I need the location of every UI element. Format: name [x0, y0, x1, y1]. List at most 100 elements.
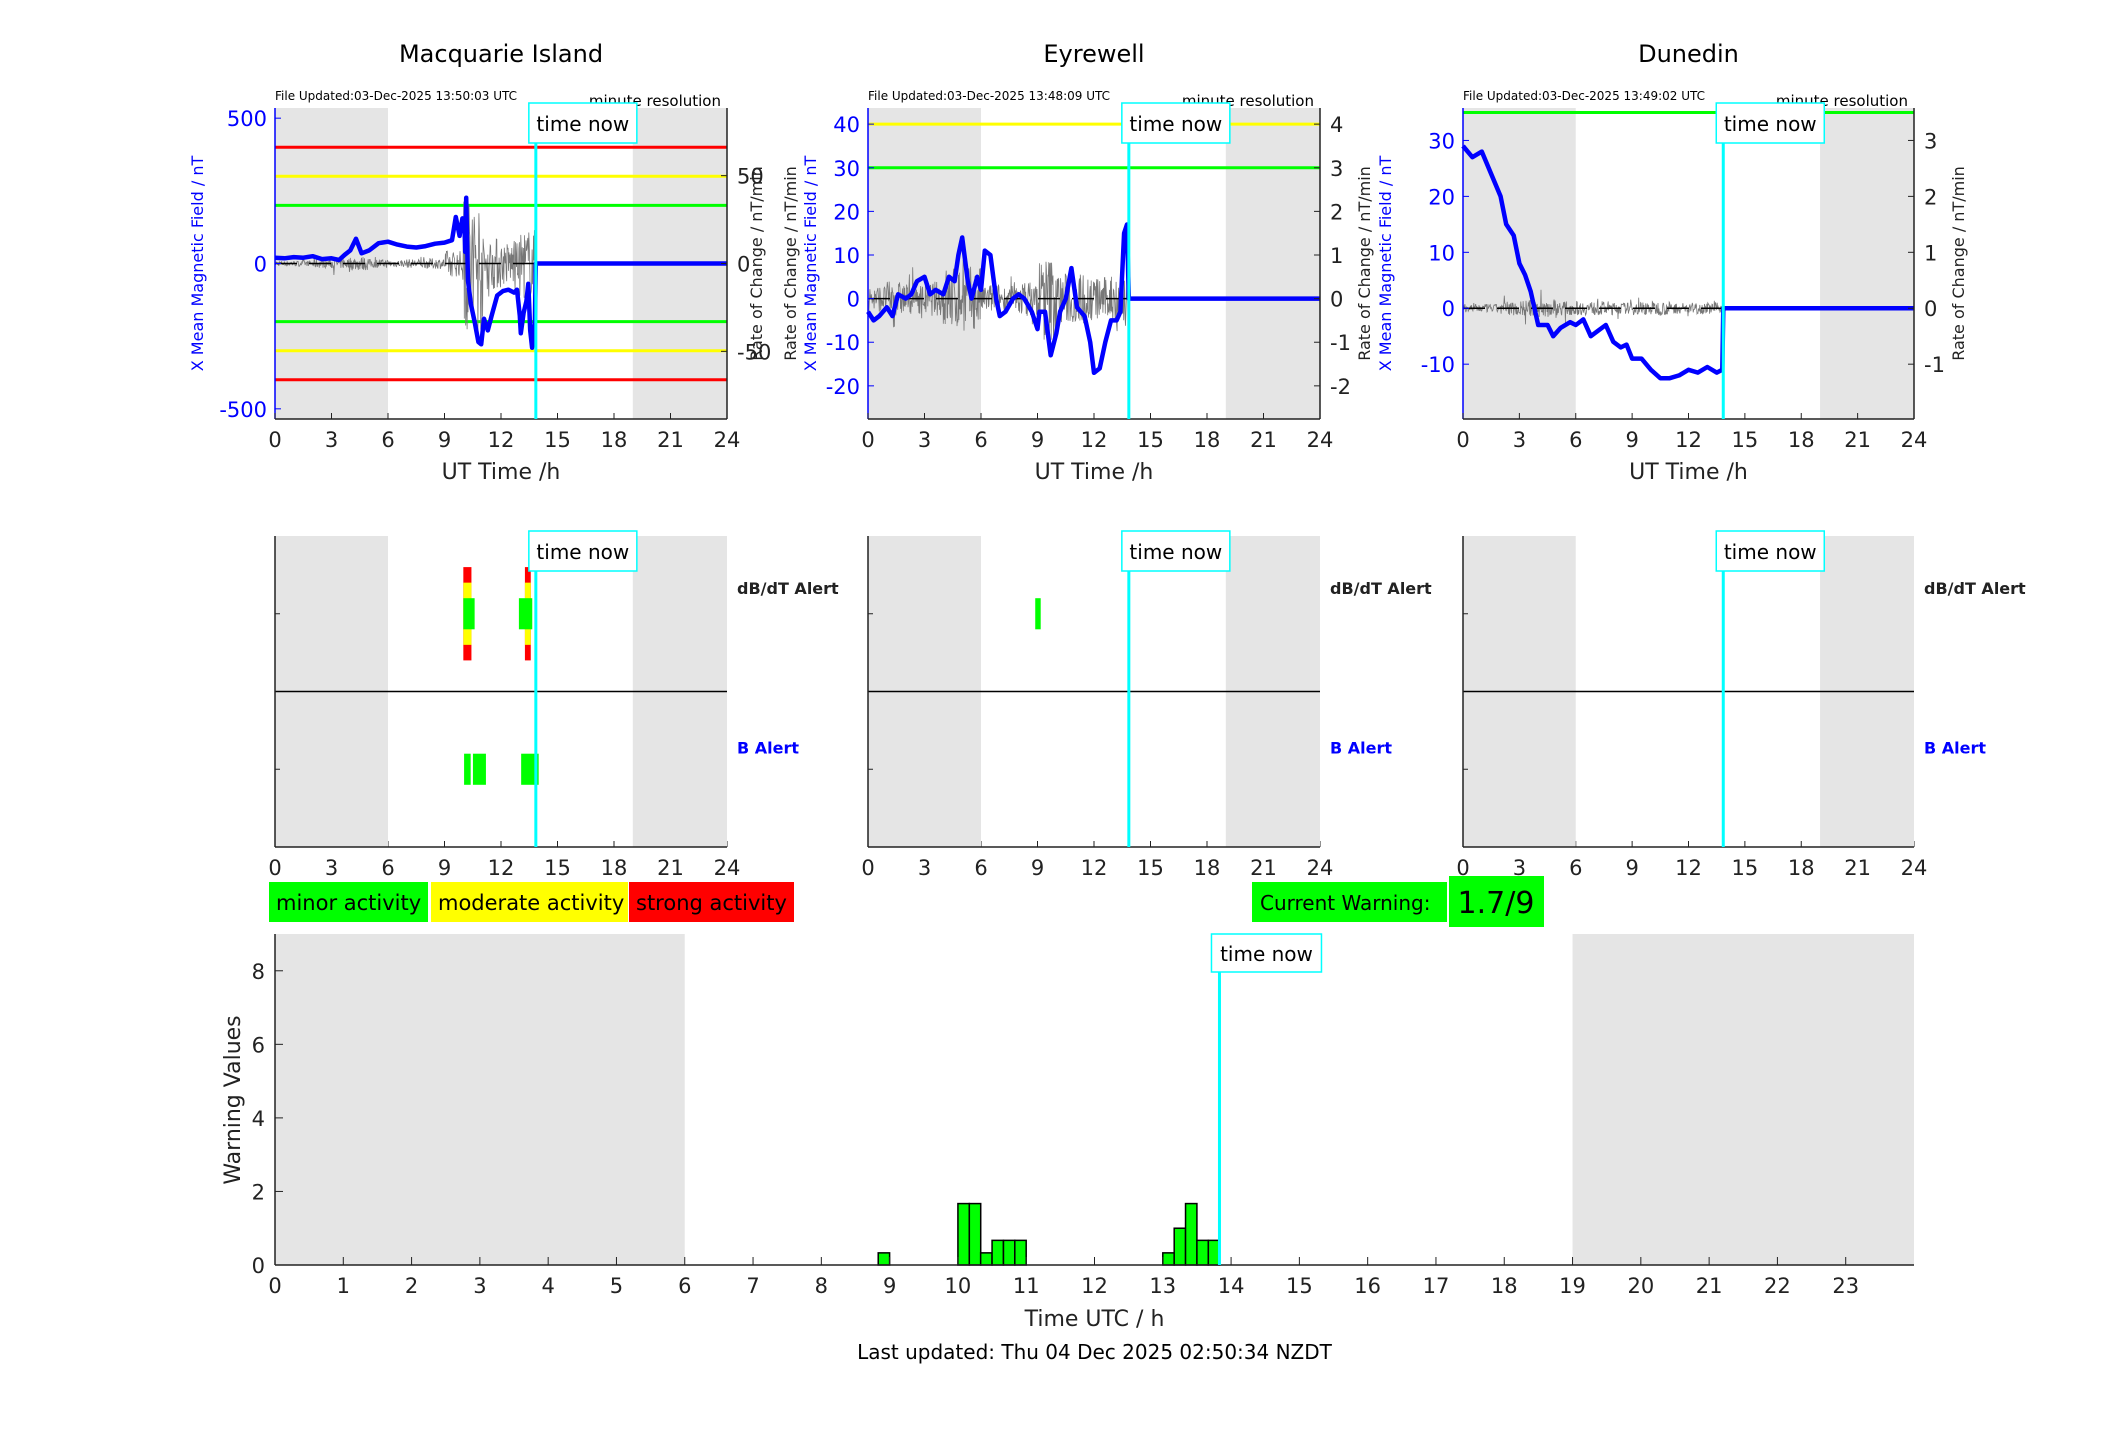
time-now-box	[528, 530, 638, 572]
warning-bar	[1173, 1227, 1187, 1266]
alert-x-tick-label: 3	[325, 856, 338, 880]
alert-x-tick-label: 12	[488, 856, 515, 880]
station-panel-1: Eyrewell File Updated:03-Dec-2025 13:48:0…	[781, 40, 1432, 880]
dbdt-alert-label: dB/dT Alert	[737, 579, 839, 598]
time-now-label: time now	[1129, 540, 1222, 564]
warning-night-shading	[1572, 934, 1914, 1265]
legend-label: minor activity	[276, 891, 421, 915]
time-now-label: time now	[536, 112, 629, 136]
y-tick-label: -10	[1421, 353, 1455, 377]
y-right-tick-label: 50	[737, 165, 764, 189]
y-right-tick-label: 4	[1330, 113, 1343, 137]
x-tick-label: 18	[1194, 428, 1221, 452]
alert-x-tick-label: 6	[974, 856, 987, 880]
y-axis-label-left-rate: Rate of Change / nT/min	[781, 166, 800, 361]
warning-bar	[968, 1202, 982, 1266]
y-right-tick-label: 3	[1330, 157, 1343, 181]
b-alert-bar	[464, 753, 471, 785]
legend-strong-swatch	[629, 882, 794, 922]
alert-x-tick-label: 15	[1137, 856, 1164, 880]
night-shading	[1820, 108, 1914, 419]
x-tick-label: 3	[918, 428, 931, 452]
x-tick-label: 9	[1625, 428, 1638, 452]
dbdt-alert-bar	[463, 598, 475, 630]
x-tick-label: 21	[1844, 428, 1871, 452]
station-title: Dunedin	[1638, 40, 1739, 68]
x-tick-label: 0	[268, 428, 281, 452]
y-right-tick-label: 3	[1924, 129, 1937, 153]
warning-y-tick-label: 2	[252, 1180, 265, 1204]
warning-time-now-box	[1210, 933, 1323, 973]
y-axis-label-left: X Mean Magnetic Field / nT	[188, 156, 207, 372]
y-tick-label: 30	[1428, 129, 1455, 153]
dbdt-alert-label: dB/dT Alert	[1330, 579, 1432, 598]
x-axis-label: UT Time /h	[1629, 460, 1748, 485]
x-tick-label: 3	[325, 428, 338, 452]
y-tick-label: 0	[1442, 297, 1455, 321]
x-tick-label: 21	[1250, 428, 1277, 452]
y-right-tick-label: 1	[1924, 241, 1937, 265]
alert-x-tick-label: 21	[1844, 856, 1871, 880]
b-alert-bar	[472, 753, 486, 785]
current-warning-label: Current Warning:	[1260, 891, 1430, 915]
warning-y-tick-label: 4	[252, 1107, 265, 1131]
alert-x-tick-label: 12	[1675, 856, 1702, 880]
time-now-label: time now	[1724, 540, 1817, 564]
warning-y-tick-label: 8	[252, 960, 265, 984]
warning-x-tick-label: 16	[1354, 1274, 1381, 1298]
x-tick-label: 0	[1456, 428, 1469, 452]
warning-y-tick-label: 0	[252, 1254, 265, 1278]
station-title: Eyrewell	[1043, 40, 1144, 68]
x-tick-label: 15	[1732, 428, 1759, 452]
x-tick-label: 3	[1513, 428, 1526, 452]
x-field-line	[274, 195, 727, 351]
warning-x-tick-label: 2	[405, 1274, 418, 1298]
warning-x-tick-label: 9	[883, 1274, 896, 1298]
time-now-box	[1715, 102, 1826, 144]
dbdt-alert-bar	[518, 598, 533, 630]
dbdt-alert-bar	[1035, 598, 1041, 630]
warning-x-axis-label: Time UTC / h	[1024, 1307, 1165, 1332]
x-tick-label: 6	[1569, 428, 1582, 452]
warning-bar	[957, 1202, 971, 1266]
warning-x-tick-label: 12	[1081, 1274, 1108, 1298]
y-tick-label: 20	[833, 200, 860, 224]
x-axis-label: UT Time /h	[442, 460, 561, 485]
warning-x-tick-label: 23	[1832, 1274, 1859, 1298]
time-now-box	[528, 102, 638, 144]
alert-x-tick-label: 9	[1625, 856, 1638, 880]
alert-x-tick-label: 3	[1513, 856, 1526, 880]
alert-x-tick-label: 6	[381, 856, 394, 880]
warning-x-tick-label: 10	[945, 1274, 972, 1298]
file-updated-text: File Updated:03-Dec-2025 13:49:02 UTC	[1463, 89, 1705, 103]
time-now-box	[1121, 102, 1231, 144]
y-tick-label: -500	[219, 398, 267, 422]
alert-x-tick-label: 24	[1307, 856, 1334, 880]
x-axis-label: UT Time /h	[1035, 460, 1154, 485]
station-panel-0: Macquarie Island File Updated:03-Dec-2025…	[188, 40, 839, 880]
warning-x-tick-label: 13	[1149, 1274, 1176, 1298]
legend-label: moderate activity	[438, 891, 624, 915]
time-now-label: time now	[1129, 112, 1222, 136]
current-warning-value-box	[1449, 876, 1544, 927]
warning-x-tick-label: 17	[1423, 1274, 1450, 1298]
alert-x-tick-label: 21	[657, 856, 684, 880]
warning-bar	[877, 1252, 891, 1266]
y-tick-label: 40	[833, 113, 860, 137]
time-now-box	[1715, 530, 1826, 572]
y-axis-label-right: Rate of Change / nT/min	[1949, 166, 1968, 361]
file-updated-text: File Updated:03-Dec-2025 13:48:09 UTC	[868, 89, 1110, 103]
time-now-label: time now	[1724, 112, 1817, 136]
alert-x-tick-label: 9	[1031, 856, 1044, 880]
warning-x-tick-label: 5	[610, 1274, 623, 1298]
x-tick-label: 15	[544, 428, 571, 452]
x-tick-label: 24	[714, 428, 741, 452]
night-shading	[1225, 108, 1320, 419]
warning-bar	[1014, 1239, 1027, 1266]
warning-y-axis-label: Warning Values	[221, 1015, 246, 1184]
y-tick-label: 10	[833, 244, 860, 268]
time-now-box	[1121, 530, 1231, 572]
warning-bar	[1184, 1202, 1198, 1266]
warning-x-tick-label: 18	[1491, 1274, 1518, 1298]
station-panel-2: Dunedin File Updated:03-Dec-2025 13:49:02…	[1376, 40, 2026, 880]
